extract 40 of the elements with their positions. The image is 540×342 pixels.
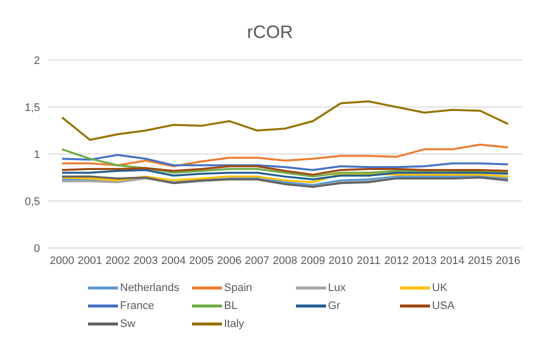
line-series [61,144,509,168]
y-tick-label: 1,5 [24,102,40,114]
y-tick-label: 0,5 [24,196,40,208]
x-tick-label: 2009 [300,254,326,267]
x-tick-label: 2000 [50,254,74,267]
x-tick-label: 2006 [217,254,242,267]
x-tick-label: 2016 [496,254,520,267]
line-series [61,172,509,184]
x-tick-label: 2008 [272,254,298,267]
y-tick-label: 1 [34,148,40,161]
legend-label: Gr [328,300,340,312]
x-tick-label: 2007 [244,254,270,267]
x-tick-label: 2015 [468,254,492,267]
line-series [61,165,509,176]
legend-label: Spain [224,282,252,294]
x-tick-label: 2002 [106,254,130,267]
legend-label: Netherlands [120,282,180,294]
legend-label: UK [432,282,448,294]
x-tick-label: 2013 [412,254,437,267]
legend-label: BL [224,300,238,312]
x-tick-label: 2011 [356,254,380,267]
x-tick-label: 2004 [161,254,186,267]
x-tick-label: 2005 [189,254,214,267]
line-series [61,154,509,171]
chart-title: rCOR [246,22,294,44]
line-series [61,168,509,180]
x-tick-label: 2012 [384,254,409,267]
legend-label: USA [432,300,455,312]
line-series [61,148,509,178]
legend-label: Sw [120,318,136,330]
line-series [61,100,509,141]
legend-label: France [120,300,154,312]
x-tick-label: 2014 [440,254,464,267]
x-tick-label: 2003 [133,254,158,267]
y-tick-label: 0 [34,242,40,255]
y-tick-label: 2 [34,54,40,67]
legend-label: Lux [328,282,346,294]
x-tick-label: 2010 [328,254,353,267]
x-tick-label: 2001 [78,254,102,267]
legend-label: Italy [224,318,244,330]
